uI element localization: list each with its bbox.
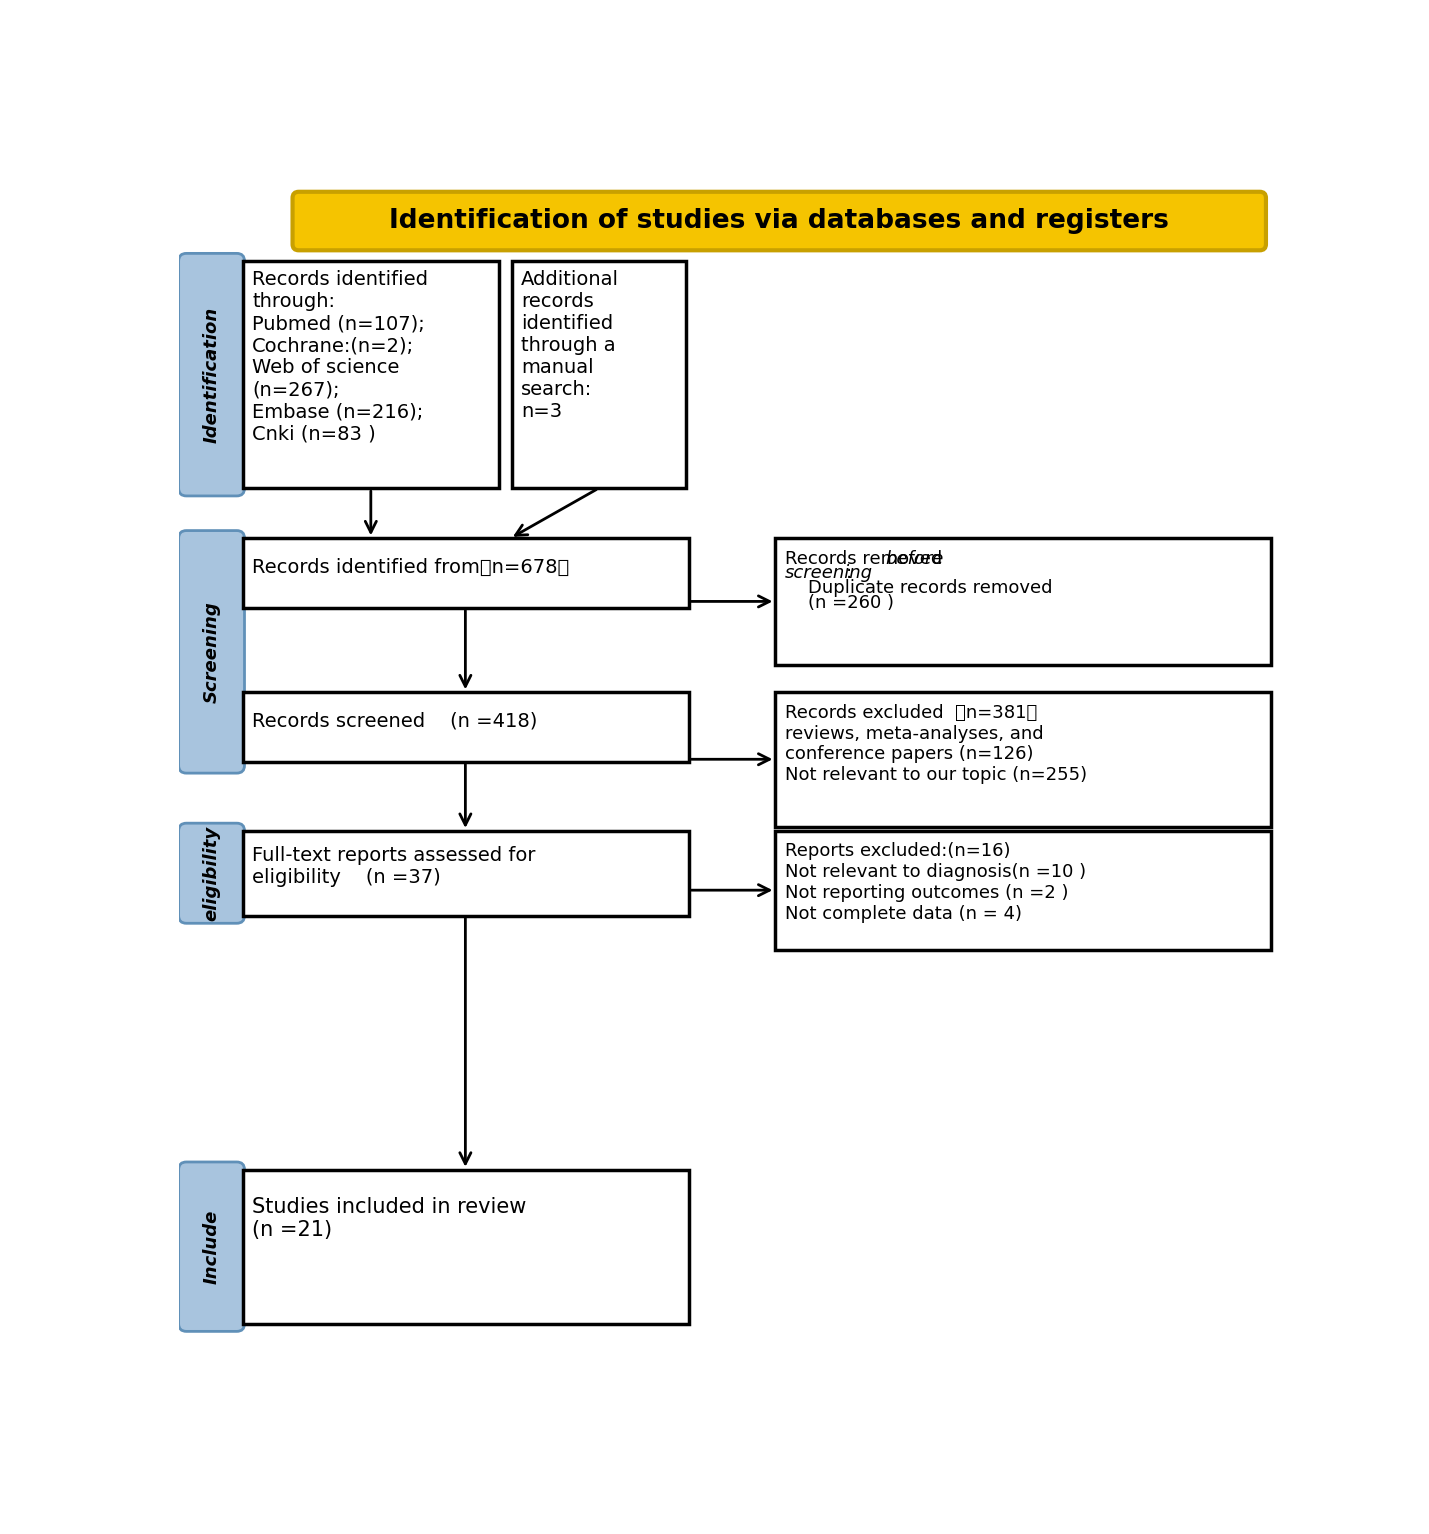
Bar <box>512 261 686 488</box>
Text: Duplicate records removed: Duplicate records removed <box>807 580 1052 597</box>
Text: Identification of studies via databases and registers: Identification of studies via databases … <box>389 209 1169 235</box>
Text: before: before <box>886 549 943 568</box>
Text: Records identified from（n=678）: Records identified from（n=678） <box>253 557 570 577</box>
Text: Records screened    (n =418): Records screened (n =418) <box>253 712 537 730</box>
Text: screening: screening <box>785 565 873 583</box>
Bar <box>776 831 1272 950</box>
Text: :: : <box>846 565 852 583</box>
Text: Screening: Screening <box>203 601 220 703</box>
FancyBboxPatch shape <box>179 531 244 773</box>
Bar <box>776 538 1272 666</box>
Text: Include: Include <box>203 1209 220 1284</box>
Bar <box>776 692 1272 827</box>
Bar <box>243 538 689 607</box>
FancyBboxPatch shape <box>179 1161 244 1332</box>
Text: Records identified
through:
Pubmed (n=107);
Cochrane:(n=2);
Web of science
(n=26: Records identified through: Pubmed (n=10… <box>253 270 429 443</box>
Bar <box>243 1170 689 1324</box>
Text: (n =260 ): (n =260 ) <box>807 594 895 612</box>
Text: Full-text reports assessed for
eligibility    (n =37): Full-text reports assessed for eligibili… <box>253 847 536 887</box>
FancyBboxPatch shape <box>179 253 244 495</box>
Bar <box>243 831 689 916</box>
Text: Records removed: Records removed <box>785 549 947 568</box>
FancyBboxPatch shape <box>179 824 244 923</box>
FancyBboxPatch shape <box>293 192 1266 250</box>
Text: Additional
records
identified
through a
manual
search:
n=3: Additional records identified through a … <box>522 270 619 422</box>
Text: Identification: Identification <box>203 307 220 443</box>
Text: Records excluded  （n=381）
reviews, meta-analyses, and
conference papers (n=126)
: Records excluded （n=381） reviews, meta-a… <box>785 704 1087 784</box>
Text: eligibility: eligibility <box>203 825 220 920</box>
Text: Studies included in review
(n =21): Studies included in review (n =21) <box>253 1197 527 1239</box>
Text: Reports excluded:(n=16)
Not relevant to diagnosis(n =10 )
Not reporting outcomes: Reports excluded:(n=16) Not relevant to … <box>785 842 1086 923</box>
Bar <box>243 261 499 488</box>
Bar <box>243 692 689 761</box>
